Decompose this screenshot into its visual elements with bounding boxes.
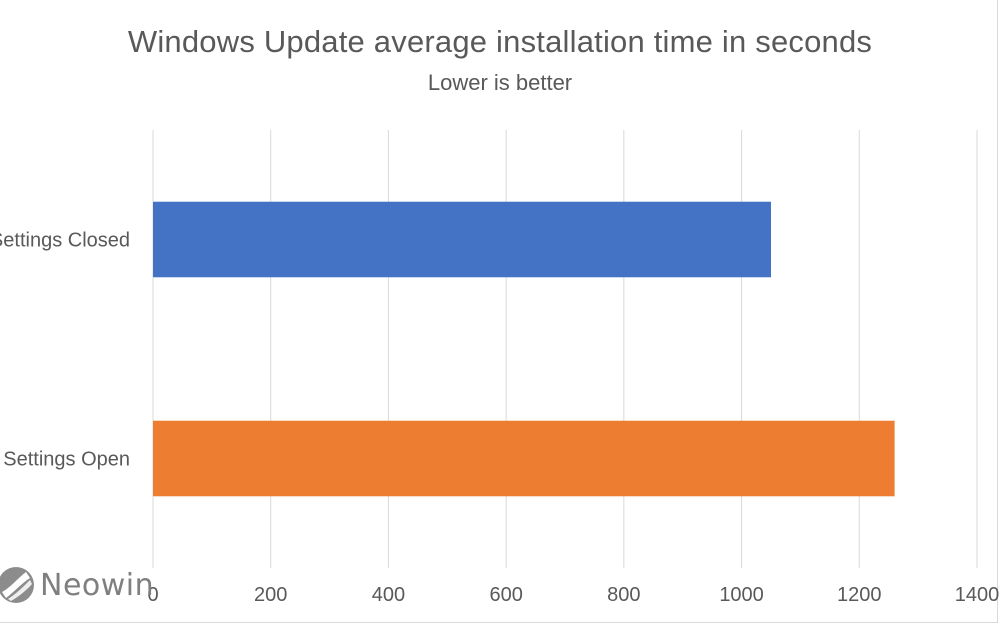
x-tick-label-1000: 1000 <box>719 584 764 606</box>
x-tick-label-0: 0 <box>147 584 158 606</box>
neowin-logo-icon <box>0 567 34 603</box>
chart-subtitle: Lower is better <box>427 70 573 95</box>
category-label-settings-closed: Settings Closed <box>0 230 130 252</box>
x-tick-label-400: 400 <box>372 584 405 606</box>
category-labels: Settings Closed Settings Open <box>0 230 130 471</box>
x-tick-label-200: 200 <box>254 584 287 606</box>
bars <box>153 201 895 497</box>
bar-settings-closed <box>153 201 771 278</box>
bar-settings-open <box>153 420 895 497</box>
watermark: Neowin <box>0 560 154 610</box>
x-tick-labels: 0 200 400 600 800 1000 1200 1400 <box>147 584 999 606</box>
watermark-text: Neowin <box>40 567 155 603</box>
x-tick-label-1200: 1200 <box>837 584 882 606</box>
chart-title: Windows Update average installation time… <box>127 24 873 59</box>
x-tick-label-1400: 1400 <box>955 584 1000 606</box>
x-tick-label-800: 800 <box>607 584 640 606</box>
x-tick-label-600: 600 <box>489 584 522 606</box>
gridlines <box>152 130 978 568</box>
category-label-settings-open: Settings Open <box>3 449 130 471</box>
